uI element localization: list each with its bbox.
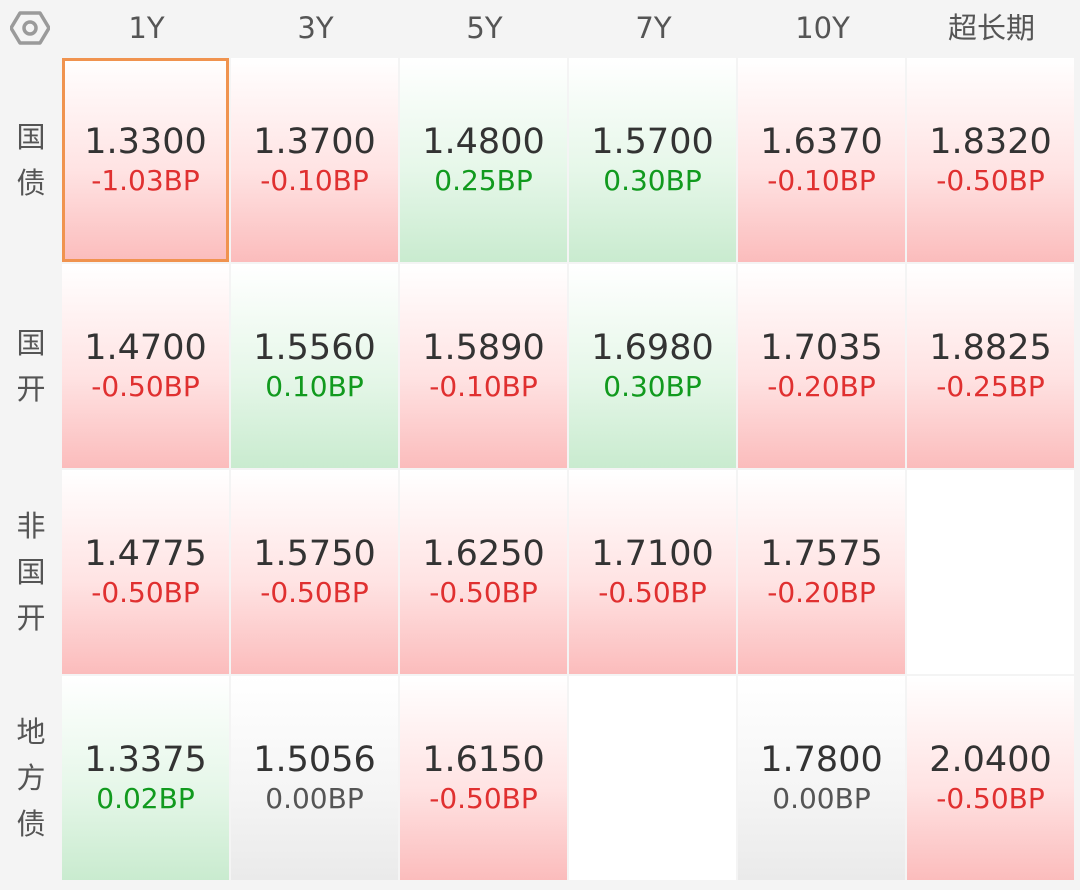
yield-value: 1.5056 xyxy=(253,740,376,780)
column-header-超长期[interactable]: 超长期 xyxy=(947,11,1035,45)
yield-change: -0.50BP xyxy=(936,164,1045,197)
row-header-char: 开 xyxy=(16,601,46,635)
yield-value: 1.6250 xyxy=(422,534,545,574)
yield-change: -0.25BP xyxy=(936,370,1045,403)
yield-change: -0.50BP xyxy=(91,370,200,403)
yield-value: 1.4775 xyxy=(84,534,207,574)
empty-cell xyxy=(907,470,1074,674)
yield-cell[interactable]: 1.4775 -0.50BP xyxy=(62,470,229,674)
yield-change: 0.25BP xyxy=(434,164,533,197)
row-header-char: 方 xyxy=(16,761,46,795)
yield-cell[interactable]: 1.3375 0.02BP xyxy=(62,676,229,880)
yield-change: -0.20BP xyxy=(767,576,876,609)
row-header-char: 非 xyxy=(16,509,46,543)
yield-cell[interactable]: 1.3300 -1.03BP xyxy=(62,58,229,262)
yield-value: 1.7100 xyxy=(591,534,714,574)
row-header-char: 开 xyxy=(16,372,46,406)
row-header[interactable]: 非国开 xyxy=(0,470,62,674)
yield-cell[interactable]: 1.7575 -0.20BP xyxy=(738,470,905,674)
yield-cell[interactable]: 1.5750 -0.50BP xyxy=(231,470,398,674)
row-header[interactable]: 国债 xyxy=(0,58,62,262)
yield-cell[interactable]: 1.5056 0.00BP xyxy=(231,676,398,880)
yield-cell[interactable]: 1.3700 -0.10BP xyxy=(231,58,398,262)
row-header[interactable]: 国开 xyxy=(0,264,62,468)
yield-change: 0.30BP xyxy=(603,370,702,403)
yield-value: 1.8825 xyxy=(929,328,1052,368)
yield-value: 2.0400 xyxy=(929,740,1052,780)
yield-value: 1.3700 xyxy=(253,122,376,162)
yield-value: 1.7035 xyxy=(760,328,883,368)
table-header xyxy=(0,0,1080,56)
yield-value: 1.6370 xyxy=(760,122,883,162)
yield-cell[interactable]: 1.5890 -0.10BP xyxy=(400,264,567,468)
yield-change: -0.50BP xyxy=(429,782,538,815)
yield-change: -0.10BP xyxy=(767,164,876,197)
yield-change: 0.02BP xyxy=(96,782,195,815)
yield-change: 0.00BP xyxy=(265,782,364,815)
yield-cell[interactable]: 1.5700 0.30BP xyxy=(569,58,736,262)
yield-change: -0.50BP xyxy=(598,576,707,609)
yield-cell[interactable]: 1.4800 0.25BP xyxy=(400,58,567,262)
yield-change: -0.20BP xyxy=(767,370,876,403)
row-header-char: 国 xyxy=(16,120,46,154)
yield-cell[interactable]: 1.5560 0.10BP xyxy=(231,264,398,468)
row-header[interactable]: 地方债 xyxy=(0,676,62,880)
yield-change: -0.50BP xyxy=(260,576,369,609)
yield-change: -0.10BP xyxy=(429,370,538,403)
yield-value: 1.7800 xyxy=(760,740,883,780)
yield-change: -0.10BP xyxy=(260,164,369,197)
row-header-char: 债 xyxy=(16,166,46,200)
yield-cell[interactable]: 1.8825 -0.25BP xyxy=(907,264,1074,468)
yield-value: 1.5560 xyxy=(253,328,376,368)
row-header-char: 国 xyxy=(16,326,46,360)
yield-value: 1.8320 xyxy=(929,122,1052,162)
column-header-7Y[interactable]: 7Y xyxy=(635,11,672,45)
yield-cell[interactable]: 1.7035 -0.20BP xyxy=(738,264,905,468)
yield-value: 1.6980 xyxy=(591,328,714,368)
yield-change: -0.50BP xyxy=(936,782,1045,815)
row-header-char: 债 xyxy=(16,807,46,841)
yield-value: 1.5750 xyxy=(253,534,376,574)
yield-value: 1.5890 xyxy=(422,328,545,368)
yield-change: 0.10BP xyxy=(265,370,364,403)
yield-cell[interactable]: 1.6150 -0.50BP xyxy=(400,676,567,880)
yield-value: 1.3375 xyxy=(84,740,207,780)
yield-change: 0.30BP xyxy=(603,164,702,197)
yield-value: 1.3300 xyxy=(84,122,207,162)
yield-value: 1.4700 xyxy=(84,328,207,368)
column-header-3Y[interactable]: 3Y xyxy=(297,11,334,45)
yield-cell[interactable]: 1.6980 0.30BP xyxy=(569,264,736,468)
yield-cell[interactable]: 2.0400 -0.50BP xyxy=(907,676,1074,880)
column-header-10Y[interactable]: 10Y xyxy=(795,11,850,45)
yield-change: -0.50BP xyxy=(429,576,538,609)
hexagon-settings-icon xyxy=(10,11,50,45)
column-header-5Y[interactable]: 5Y xyxy=(466,11,503,45)
yield-change: -1.03BP xyxy=(91,164,200,197)
yield-change: -0.50BP xyxy=(91,576,200,609)
yield-cell[interactable]: 1.6370 -0.10BP xyxy=(738,58,905,262)
yield-cell[interactable]: 1.4700 -0.50BP xyxy=(62,264,229,468)
settings-button[interactable] xyxy=(10,8,50,48)
column-header-1Y[interactable]: 1Y xyxy=(128,11,165,45)
yield-value: 1.7575 xyxy=(760,534,883,574)
row-header-char: 地 xyxy=(16,715,46,749)
yield-value: 1.5700 xyxy=(591,122,714,162)
yield-cell[interactable]: 1.7800 0.00BP xyxy=(738,676,905,880)
row-header-char: 国 xyxy=(16,555,46,589)
yield-cell[interactable]: 1.8320 -0.50BP xyxy=(907,58,1074,262)
yield-cell[interactable]: 1.6250 -0.50BP xyxy=(400,470,567,674)
empty-cell xyxy=(569,676,736,880)
yield-cell[interactable]: 1.7100 -0.50BP xyxy=(569,470,736,674)
yield-change: 0.00BP xyxy=(772,782,871,815)
yield-value: 1.4800 xyxy=(422,122,545,162)
yield-value: 1.6150 xyxy=(422,740,545,780)
